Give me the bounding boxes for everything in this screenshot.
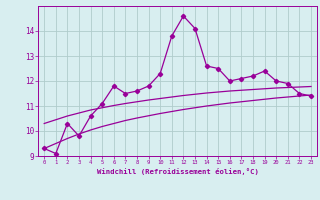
- X-axis label: Windchill (Refroidissement éolien,°C): Windchill (Refroidissement éolien,°C): [97, 168, 259, 175]
